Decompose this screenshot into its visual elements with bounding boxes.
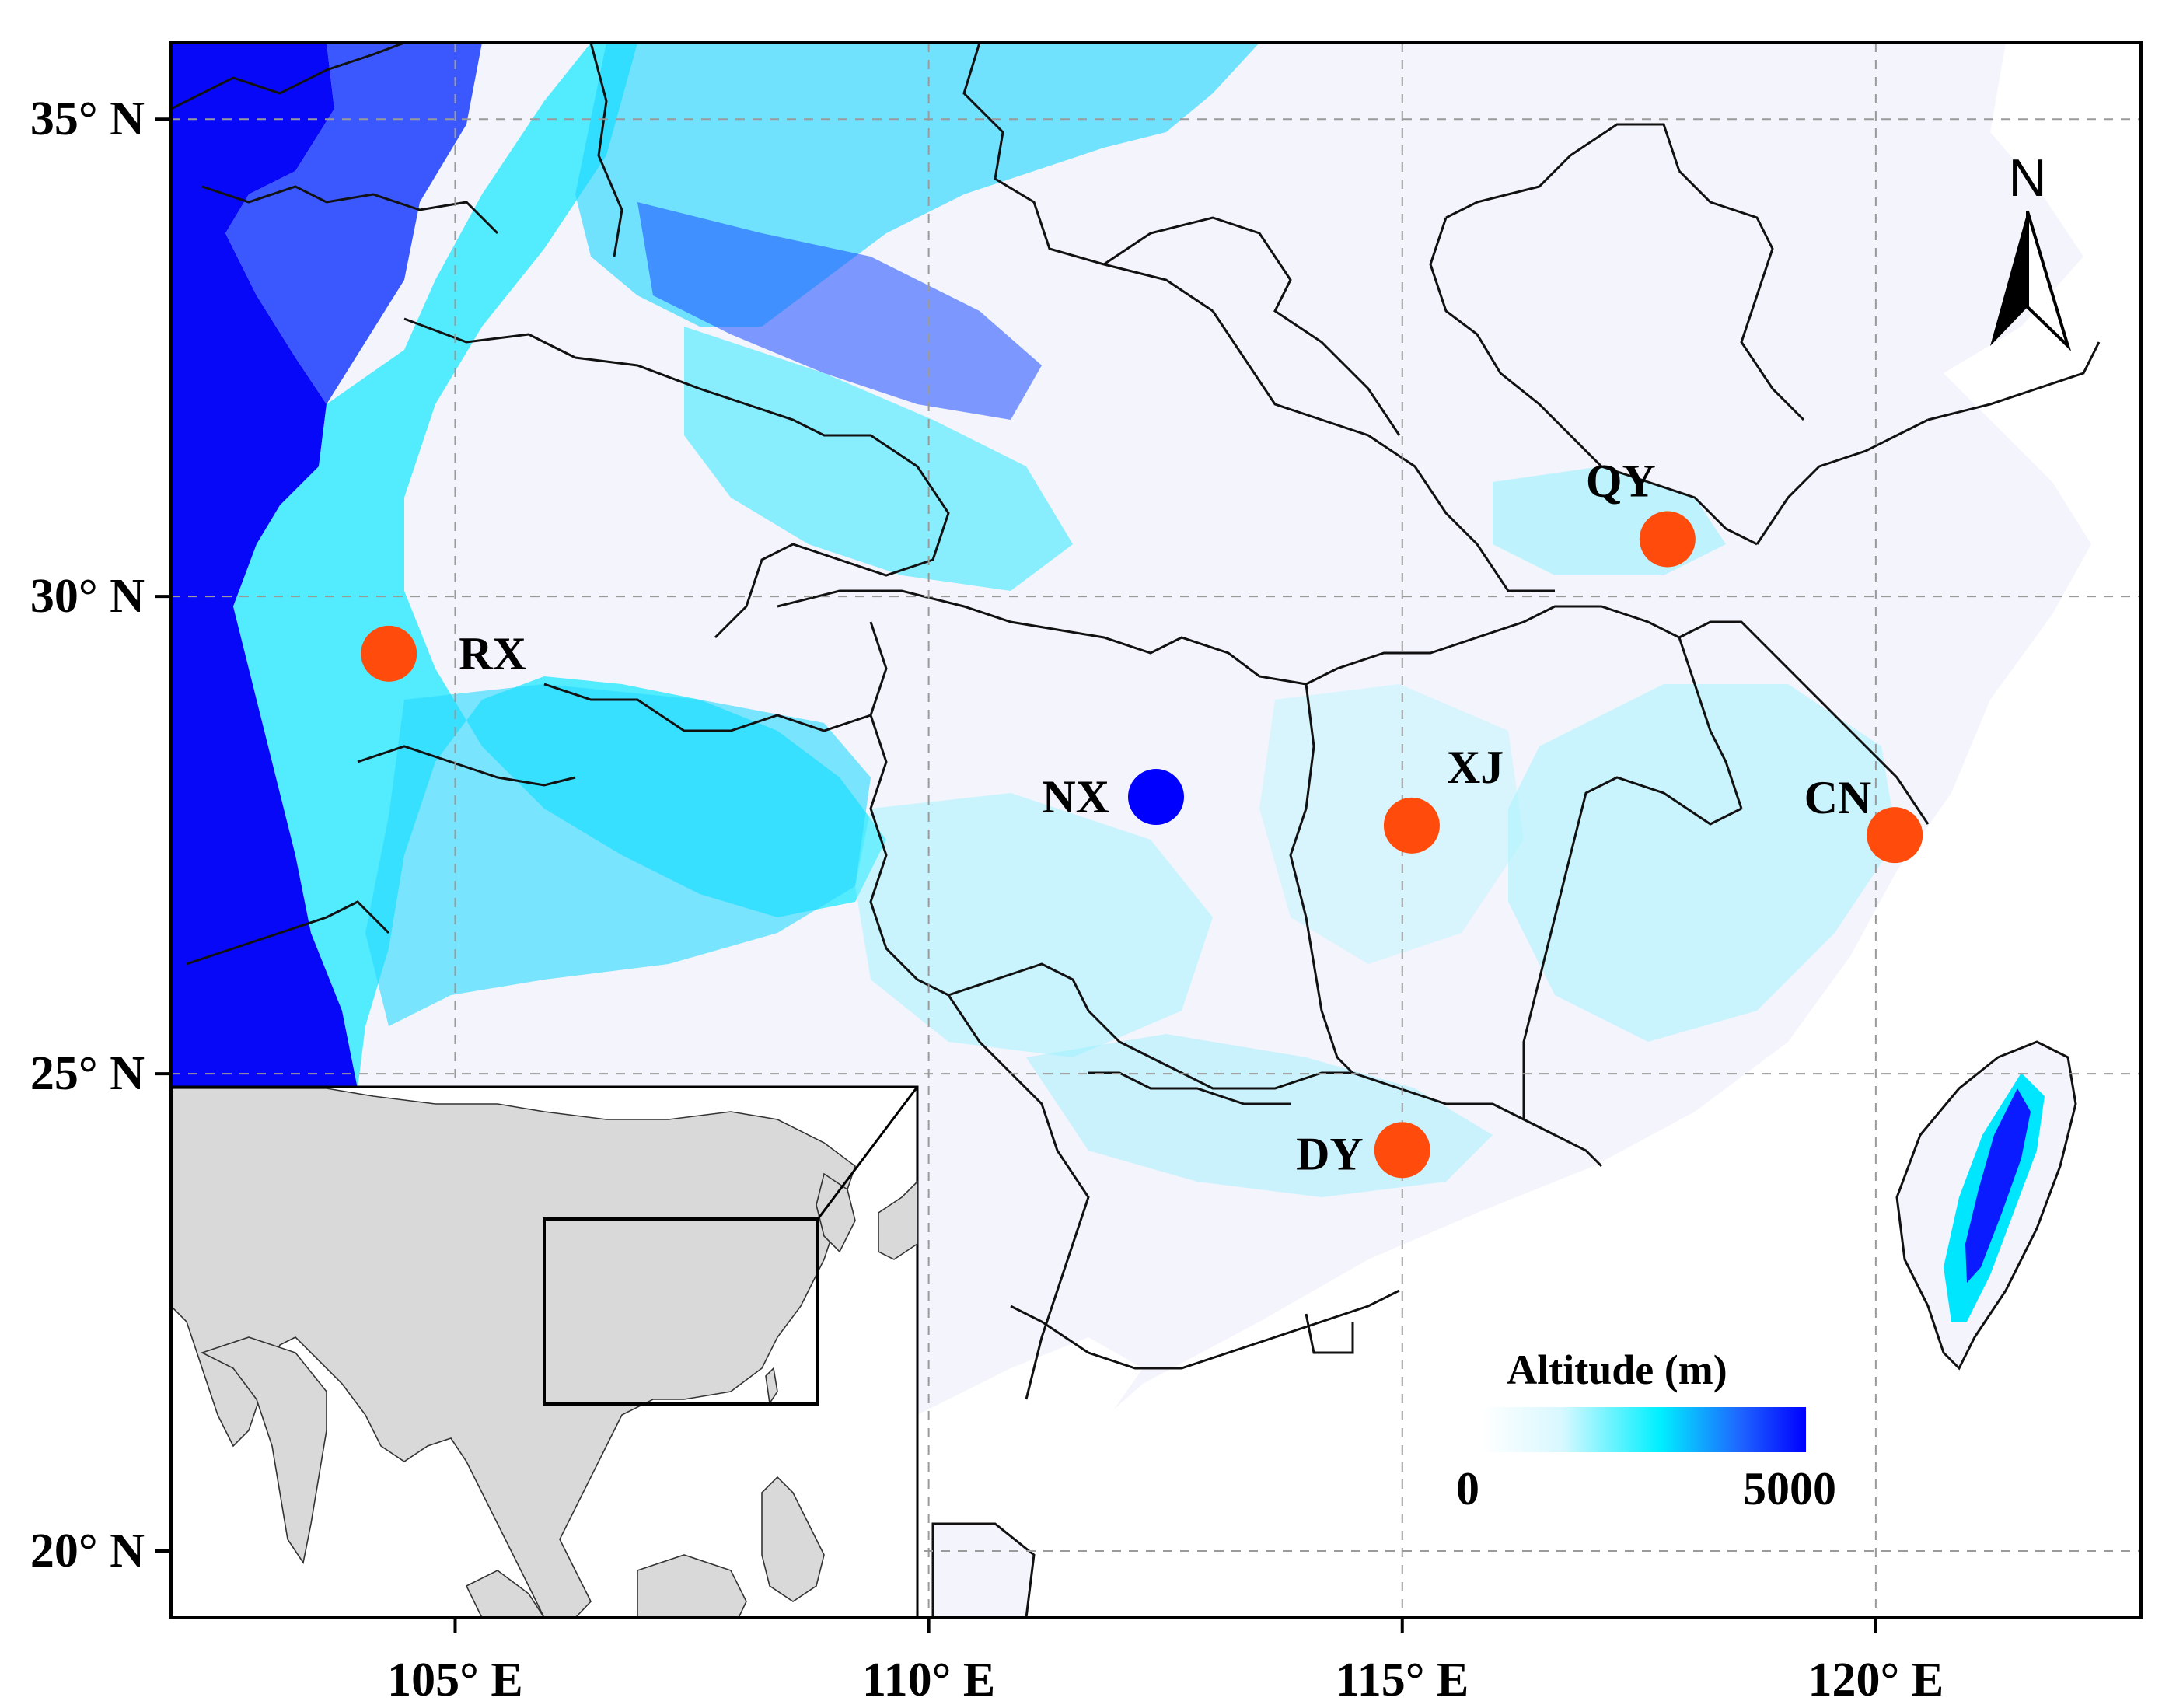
taiwan-peaks [1965,1088,2031,1283]
site-xj: XJ [1383,742,1504,854]
qinling-cyan [684,327,1073,591]
map-frame [171,43,2141,1618]
site-marker-cn [1867,807,1923,864]
site-cn: CN [1804,772,1923,864]
inset-japan [878,1180,918,1260]
x-tick-label-120: 120° E [1808,1654,1944,1706]
qinling-range [637,202,1042,420]
site-label-qy: QY [1586,455,1656,506]
study-sites: RX NX XJ QY CN DY [361,455,1923,1179]
inset-asia-land [171,1088,856,1618]
mountain-belt-southeast [1508,684,1897,1042]
site-label-nx: NX [1042,771,1109,823]
inset-map [171,1085,919,1618]
site-label-xj: XJ [1447,742,1504,793]
sea-east [1011,43,2141,1618]
inset-korea [816,1172,856,1253]
site-marker-nx [1128,769,1184,826]
site-rx: RX [361,625,526,682]
mountain-belt-central [855,793,1213,1057]
province-borders [171,43,2101,1400]
north-arrow: N [1990,148,2072,351]
inset-sumatra [465,1570,545,1618]
hainan-fragment [931,1522,1036,1618]
site-dy: DY [1296,1122,1430,1179]
site-marker-xj [1383,797,1440,854]
site-marker-qy [1639,511,1696,568]
site-label-cn: CN [1804,772,1872,823]
site-label-dy: DY [1296,1128,1364,1179]
legend-color-bar [1481,1407,1806,1452]
mountain-belt-south-west [365,684,871,1026]
axis-ticks: 105° E 110° E 115° E 120° E 35° N 30° N 25° N 2… [30,93,1944,1706]
y-tick-label-35: 35° N [30,93,145,145]
inset-taiwan [765,1367,778,1406]
site-marker-rx [361,625,417,682]
legend-min-label: 0 [1456,1463,1479,1514]
inset-philippines [761,1476,825,1602]
inset-study-area-box [543,1217,819,1406]
map-border [169,41,2143,1619]
y-tick-label-25: 25° N [30,1047,145,1100]
legend-max-label: 5000 [1743,1463,1836,1514]
inset-india [200,1336,327,1565]
y-tick-label-20: 20° N [30,1525,145,1577]
north-arrow-label: N [2008,148,2046,208]
altitude-legend: Altitude (m) 0 5000 [1456,1346,1836,1514]
x-tick-label-110: 110° E [862,1654,995,1706]
x-tick-label-105: 105° E [387,1654,523,1706]
site-marker-dy [1374,1122,1430,1179]
north-arrow-icon [1990,211,2028,346]
site-qy: QY [1586,455,1696,568]
site-label-rx: RX [459,628,526,679]
site-nx: NX [1042,769,1184,826]
y-tick-label-30: 30° N [30,570,145,623]
plateau-gradient [225,43,482,404]
x-tick-label-115: 115° E [1336,1654,1469,1706]
plateau-west [171,43,358,1088]
legend-title: Altitude (m) [1507,1346,1727,1393]
inset-borneo [637,1554,747,1618]
inset-leader-line [816,1086,919,1220]
